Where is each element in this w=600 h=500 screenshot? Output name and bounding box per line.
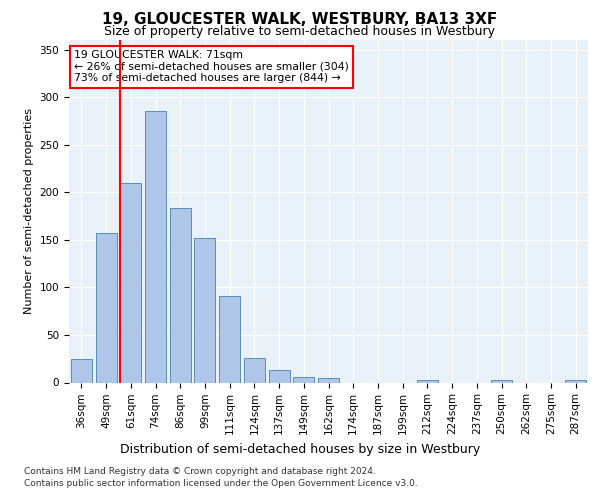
Bar xyxy=(269,370,290,382)
Bar xyxy=(219,296,240,382)
Text: Contains HM Land Registry data © Crown copyright and database right 2024.: Contains HM Land Registry data © Crown c… xyxy=(24,468,376,476)
Bar xyxy=(194,238,215,382)
Bar xyxy=(293,377,314,382)
Bar xyxy=(120,182,141,382)
Bar xyxy=(95,233,116,382)
Bar xyxy=(71,358,92,382)
Bar xyxy=(491,380,512,382)
Text: Contains public sector information licensed under the Open Government Licence v3: Contains public sector information licen… xyxy=(24,479,418,488)
Bar xyxy=(170,208,191,382)
Text: Distribution of semi-detached houses by size in Westbury: Distribution of semi-detached houses by … xyxy=(120,442,480,456)
Bar xyxy=(244,358,265,382)
Bar xyxy=(318,378,339,382)
Bar xyxy=(145,112,166,382)
Y-axis label: Number of semi-detached properties: Number of semi-detached properties xyxy=(24,108,34,314)
Bar xyxy=(417,380,438,382)
Text: Size of property relative to semi-detached houses in Westbury: Size of property relative to semi-detach… xyxy=(104,25,496,38)
Text: 19 GLOUCESTER WALK: 71sqm
← 26% of semi-detached houses are smaller (304)
73% of: 19 GLOUCESTER WALK: 71sqm ← 26% of semi-… xyxy=(74,50,349,84)
Text: 19, GLOUCESTER WALK, WESTBURY, BA13 3XF: 19, GLOUCESTER WALK, WESTBURY, BA13 3XF xyxy=(103,12,497,28)
Bar xyxy=(565,380,586,382)
